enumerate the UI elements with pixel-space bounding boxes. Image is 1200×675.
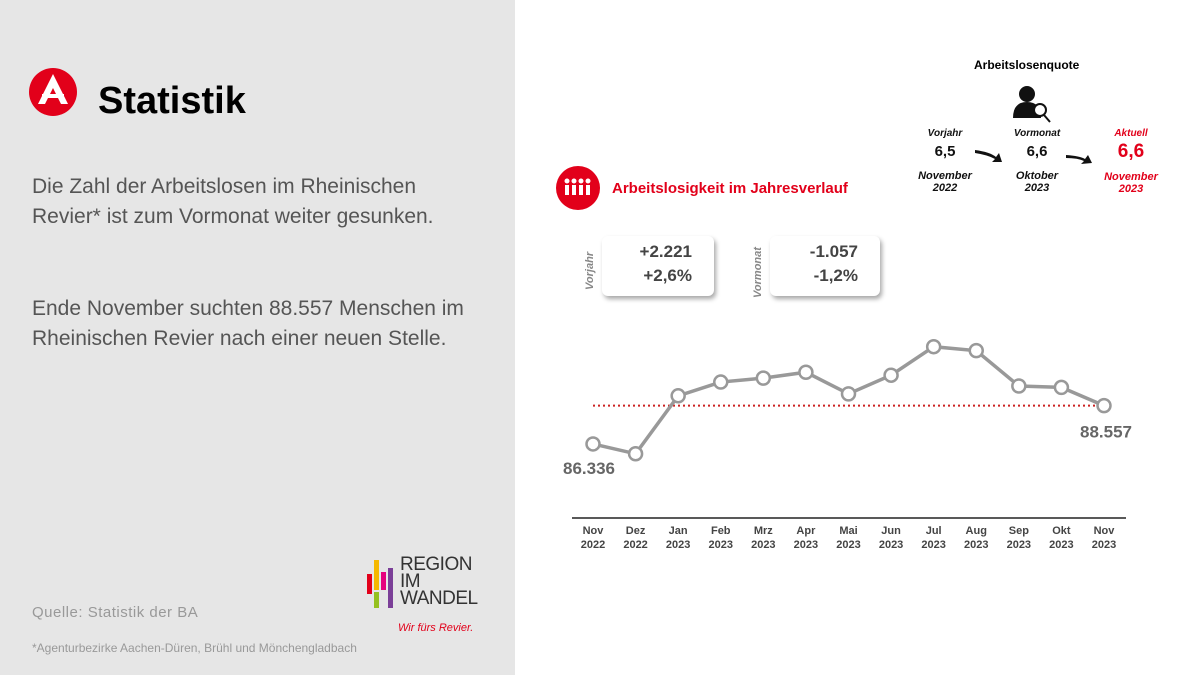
job-icon	[1013, 86, 1051, 123]
chart-title: Arbeitslosigkeit im Jahresverlauf	[612, 180, 848, 197]
quote-col: Vormonat 6,6 Oktober 2023	[992, 128, 1082, 194]
x-tick-label: Sep 2023	[1006, 525, 1032, 551]
marker	[883, 367, 899, 383]
change-box: -1.057 -1,2%	[770, 236, 880, 296]
q-label: Aktuell	[1114, 128, 1148, 139]
region-logo-text: REGION IM WANDEL	[400, 554, 478, 609]
x-tick-label: Jan 2023	[665, 525, 691, 551]
change-pct: -1,2%	[813, 266, 858, 285]
x-tick-label: Apr 2023	[793, 525, 819, 551]
data-label: 88.557	[1080, 423, 1132, 442]
paragraph: Die Zahl der Arbeitslosen im Rheinischen…	[32, 175, 434, 228]
marker	[1053, 379, 1070, 396]
x-tick-label: Mai 2023	[836, 525, 861, 551]
footnote: *Agenturbezirke Aachen-Düren, Brühl und …	[32, 641, 357, 655]
x-tick-label: Nov 2023	[1091, 525, 1117, 551]
source: Quelle: Statistik der BA	[32, 604, 199, 621]
q-label: Vormonat	[1013, 128, 1061, 139]
change-label: Vorjahr	[584, 251, 596, 290]
x-tick-label: Nov 2022	[580, 525, 606, 551]
paragraph: Ende November suchten 88.557 Menschen im…	[32, 297, 464, 350]
marker	[968, 342, 984, 359]
marker	[585, 436, 601, 452]
x-tick-label: Okt 2023	[1049, 525, 1074, 551]
marker	[713, 374, 729, 390]
title: Statistik	[98, 80, 246, 122]
marker	[755, 370, 772, 386]
logo-line: REGION	[400, 554, 472, 575]
q-period: Oktober 2023	[1015, 170, 1059, 194]
q-value: 6,6	[1117, 141, 1145, 162]
x-tick-label: Feb 2023	[708, 525, 733, 551]
x-tick-label: Jun 2023	[878, 525, 904, 551]
arrow	[1066, 155, 1092, 164]
arrow	[975, 150, 1002, 162]
quote-col: Vorjahr 6,5 November 2022	[900, 128, 990, 194]
slogan: Wir fürs Revier.	[398, 622, 474, 634]
change-abs: +2.221	[639, 242, 692, 261]
quote-title: Arbeitslosenquote	[974, 58, 1080, 72]
q-label: Vorjahr	[927, 128, 963, 139]
q-value: 6,6	[1026, 143, 1048, 160]
marker	[925, 338, 942, 355]
marker	[627, 446, 644, 462]
x-tick-label: Jul 2023	[921, 525, 946, 551]
left-panel	[0, 0, 515, 675]
change-label: Vormonat	[752, 247, 764, 298]
marker	[1096, 397, 1112, 414]
q-period: November 2022	[918, 170, 972, 194]
region-logo-bars	[367, 560, 393, 608]
badge-circle	[556, 166, 600, 210]
marker	[798, 364, 814, 380]
x-tick-label: Mrz 2023	[751, 525, 776, 551]
change-abs: -1.057	[809, 242, 858, 261]
change-box: +2.221 +2,6%	[602, 236, 714, 296]
data-label: 86.336	[563, 459, 615, 478]
marker	[840, 386, 857, 402]
people-icon	[564, 178, 591, 195]
change-pct: +2,6%	[643, 266, 692, 285]
x-tick-label: Dez 2022	[623, 525, 648, 551]
marker	[1011, 378, 1027, 394]
q-period: November 2023	[1104, 171, 1158, 195]
x-tick-label: Aug 2023	[964, 525, 989, 551]
marker	[670, 388, 686, 404]
logo-line: IM	[400, 571, 421, 592]
quote-col: Aktuell 6,6 November 2023	[1086, 128, 1176, 195]
logo-line: WANDEL	[400, 588, 478, 609]
q-value: 6,5	[934, 143, 956, 160]
